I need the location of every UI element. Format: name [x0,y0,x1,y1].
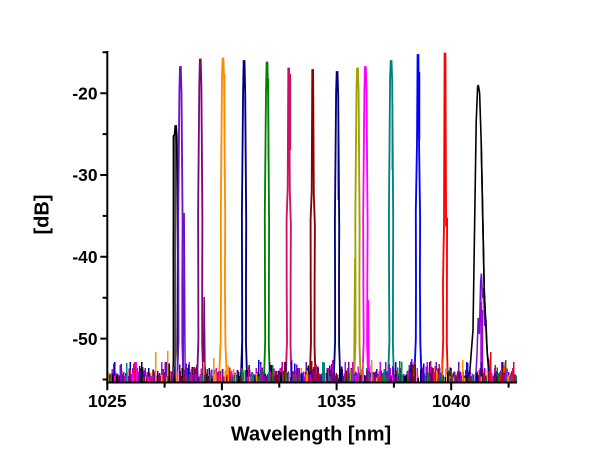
svg-text:[dB]: [dB] [32,195,54,235]
svg-text:1025: 1025 [88,391,127,411]
svg-text:-30: -30 [72,165,97,185]
svg-text:1040: 1040 [432,391,471,411]
svg-text:1030: 1030 [203,391,242,411]
svg-text:-50: -50 [72,329,97,349]
svg-text:1035: 1035 [317,391,356,411]
svg-text:Wavelength [nm]: Wavelength [nm] [231,424,391,446]
svg-text:-40: -40 [72,247,97,267]
svg-text:-20: -20 [72,83,97,103]
